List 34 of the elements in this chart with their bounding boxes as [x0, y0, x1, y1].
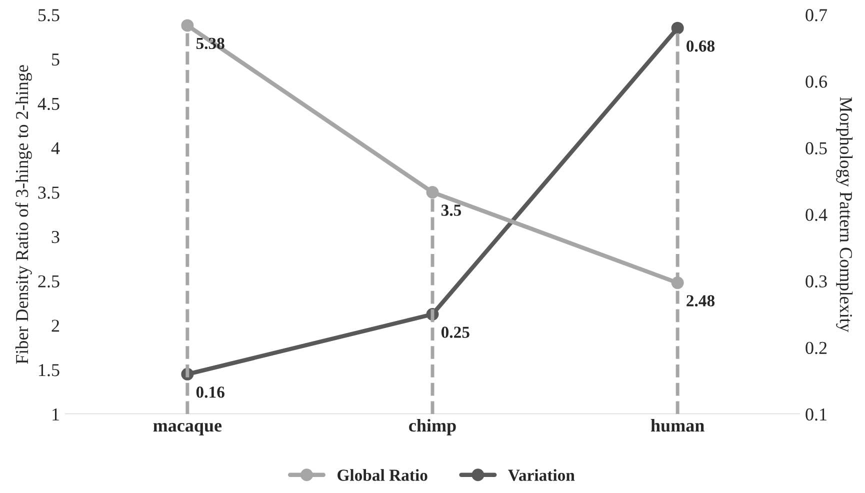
- data-label: 3.5: [441, 204, 462, 216]
- y-tick-label: 3.5: [38, 186, 60, 199]
- y2-tick-label: 0.2: [806, 342, 827, 354]
- data-label: 0.25: [441, 326, 470, 338]
- data-label: 0.16: [196, 386, 224, 398]
- y2-axis-title: Morphology Pattern Complexity: [836, 97, 853, 332]
- x-tick-label: chimp: [409, 418, 456, 436]
- y2-tick-label: 0.7: [806, 9, 828, 22]
- y-tick-label: 3: [52, 230, 60, 244]
- y2-tick-label: 0.5: [806, 142, 827, 154]
- y-tick-label: 4: [51, 142, 60, 154]
- point: [671, 22, 684, 34]
- data-label: 2.48: [686, 295, 715, 306]
- y-tick-label: 2: [52, 320, 60, 332]
- point: [426, 186, 439, 199]
- y-tick-label: 5.5: [38, 9, 60, 22]
- point: [181, 19, 194, 32]
- data-label: 0.68: [686, 40, 715, 52]
- y2-tick-label: 0.3: [806, 275, 827, 288]
- y-tick-label: 1.5: [39, 364, 60, 376]
- y2-tick-label: 0.1: [806, 408, 826, 421]
- y-axis-title: Fiber Density Ratio of 3-hinge to 2-hinge: [15, 65, 32, 364]
- y-tick-label: 1: [52, 408, 59, 420]
- legend-label: Global Ratio: [338, 469, 428, 481]
- point: [671, 276, 684, 290]
- y-tick-label: 5: [52, 54, 60, 66]
- data-label: 5.38: [196, 38, 224, 50]
- y2-tick-label: 0.4: [806, 208, 828, 221]
- legend-label: Variation: [508, 469, 575, 481]
- y-tick-label: 2.5: [38, 275, 60, 288]
- x-tick-label: human: [650, 418, 704, 432]
- y2-tick-label: 0.6: [806, 76, 828, 88]
- y-tick-label: 4.5: [38, 98, 60, 110]
- x-tick-label: macaque: [153, 422, 222, 436]
